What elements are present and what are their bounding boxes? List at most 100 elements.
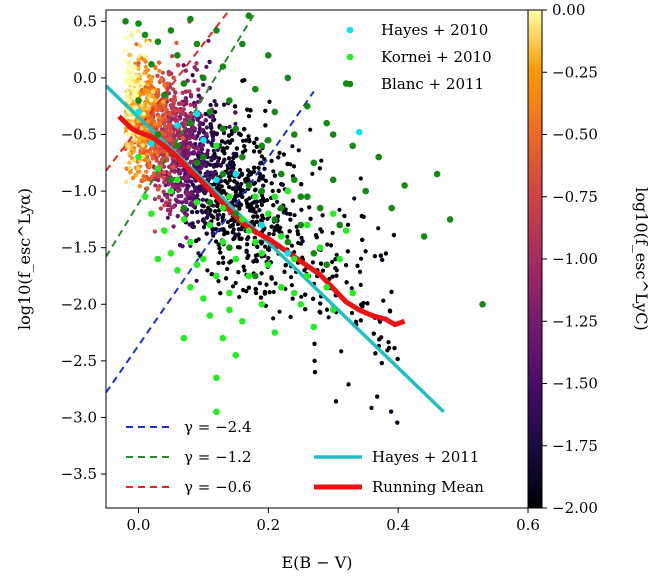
sim-point (253, 253, 258, 258)
blanc2011-point (278, 204, 285, 212)
blanc2011-point (304, 102, 311, 110)
sim-point (213, 209, 218, 214)
sim-point (221, 188, 226, 193)
kornei2010-point (304, 272, 311, 280)
sim-point (265, 216, 270, 221)
sim-point (237, 294, 242, 300)
sim-point (135, 166, 140, 171)
blanc2011-point (219, 125, 227, 133)
sim-point (271, 232, 276, 237)
sim-point (206, 38, 211, 43)
sim-point (259, 154, 264, 159)
sim-point (180, 183, 185, 188)
sim-point (192, 65, 197, 70)
sim-point (320, 268, 325, 273)
kornei2010-point (174, 176, 181, 184)
sim-point (156, 88, 161, 93)
sim-point (252, 180, 258, 185)
sim-point (276, 155, 281, 160)
sim-point (132, 64, 137, 69)
blanc2011-point (148, 61, 155, 68)
x-tick-label: 0.6 (516, 516, 540, 534)
sim-point (254, 144, 259, 149)
sim-point (151, 112, 156, 117)
sim-point (130, 131, 135, 136)
legend-marker (346, 53, 354, 61)
sim-point (135, 86, 140, 91)
sim-point (244, 289, 249, 294)
sim-point (273, 281, 278, 286)
legend-label: γ = −1.2 (184, 448, 252, 466)
sim-point (214, 239, 219, 244)
blanc2011-point (135, 20, 142, 27)
sim-point (311, 296, 316, 301)
sim-point (243, 148, 248, 153)
sim-point (252, 200, 257, 205)
sim-point (231, 155, 236, 160)
hayes2010-point (213, 176, 220, 184)
sim-point (127, 151, 132, 156)
sim-point (188, 92, 194, 97)
sim-point (378, 253, 383, 258)
sim-point (255, 244, 260, 249)
blanc2011-point (135, 97, 142, 104)
sim-point (166, 117, 171, 122)
kornei2010-point (297, 301, 305, 308)
sim-point (233, 121, 238, 126)
sim-point (186, 153, 191, 158)
blanc2011-point (479, 301, 486, 308)
sim-point (174, 40, 179, 46)
sim-point (162, 180, 167, 185)
sim-point (296, 232, 301, 237)
sim-point (180, 136, 185, 141)
sim-point (365, 301, 370, 306)
y-tick-label: 0.0 (73, 69, 97, 87)
sim-point (162, 115, 167, 120)
sim-point (240, 78, 245, 83)
sim-point (325, 242, 330, 247)
sim-point (192, 185, 198, 190)
blanc2011-point (226, 244, 233, 251)
sim-point (269, 158, 274, 163)
y-axis-label: log10(f_esc^Lyα) (15, 188, 34, 330)
sim-point (381, 298, 386, 303)
sim-point (240, 194, 245, 199)
sim-point (248, 108, 253, 113)
sim-point (330, 259, 335, 265)
sim-point (326, 315, 331, 320)
sim-point (246, 114, 252, 119)
sim-point (145, 112, 150, 118)
sim-point (178, 101, 183, 106)
blanc2011-point (180, 80, 188, 87)
sim-point (211, 118, 216, 123)
blanc2011-point (193, 40, 201, 48)
sim-point (253, 287, 258, 292)
line-gamma-0-6 (106, 10, 231, 172)
sim-point (245, 107, 250, 112)
y-tick-label: −2.5 (61, 352, 97, 370)
x-tick-label: 0.4 (386, 516, 410, 534)
sim-point (251, 165, 257, 170)
blanc2011-point (265, 52, 272, 59)
sim-point (225, 266, 230, 272)
sim-point (171, 87, 176, 92)
sim-point (213, 169, 218, 174)
blanc2011-point (187, 15, 194, 23)
sim-point (320, 213, 325, 218)
sim-point (199, 113, 204, 119)
sim-point (218, 163, 223, 168)
sim-point (201, 187, 206, 192)
sim-point (188, 112, 194, 117)
sim-point (152, 197, 158, 202)
kornei2010-point (213, 374, 220, 382)
sim-point (157, 115, 162, 120)
sim-point (208, 123, 214, 128)
blanc2011-point (304, 193, 311, 200)
sim-point (167, 201, 172, 206)
kornei2010-point (206, 312, 214, 319)
sim-point (205, 212, 210, 217)
sim-point (272, 173, 277, 178)
sim-point (181, 145, 186, 150)
kornei2010-point (278, 284, 285, 291)
sim-point (187, 89, 192, 94)
